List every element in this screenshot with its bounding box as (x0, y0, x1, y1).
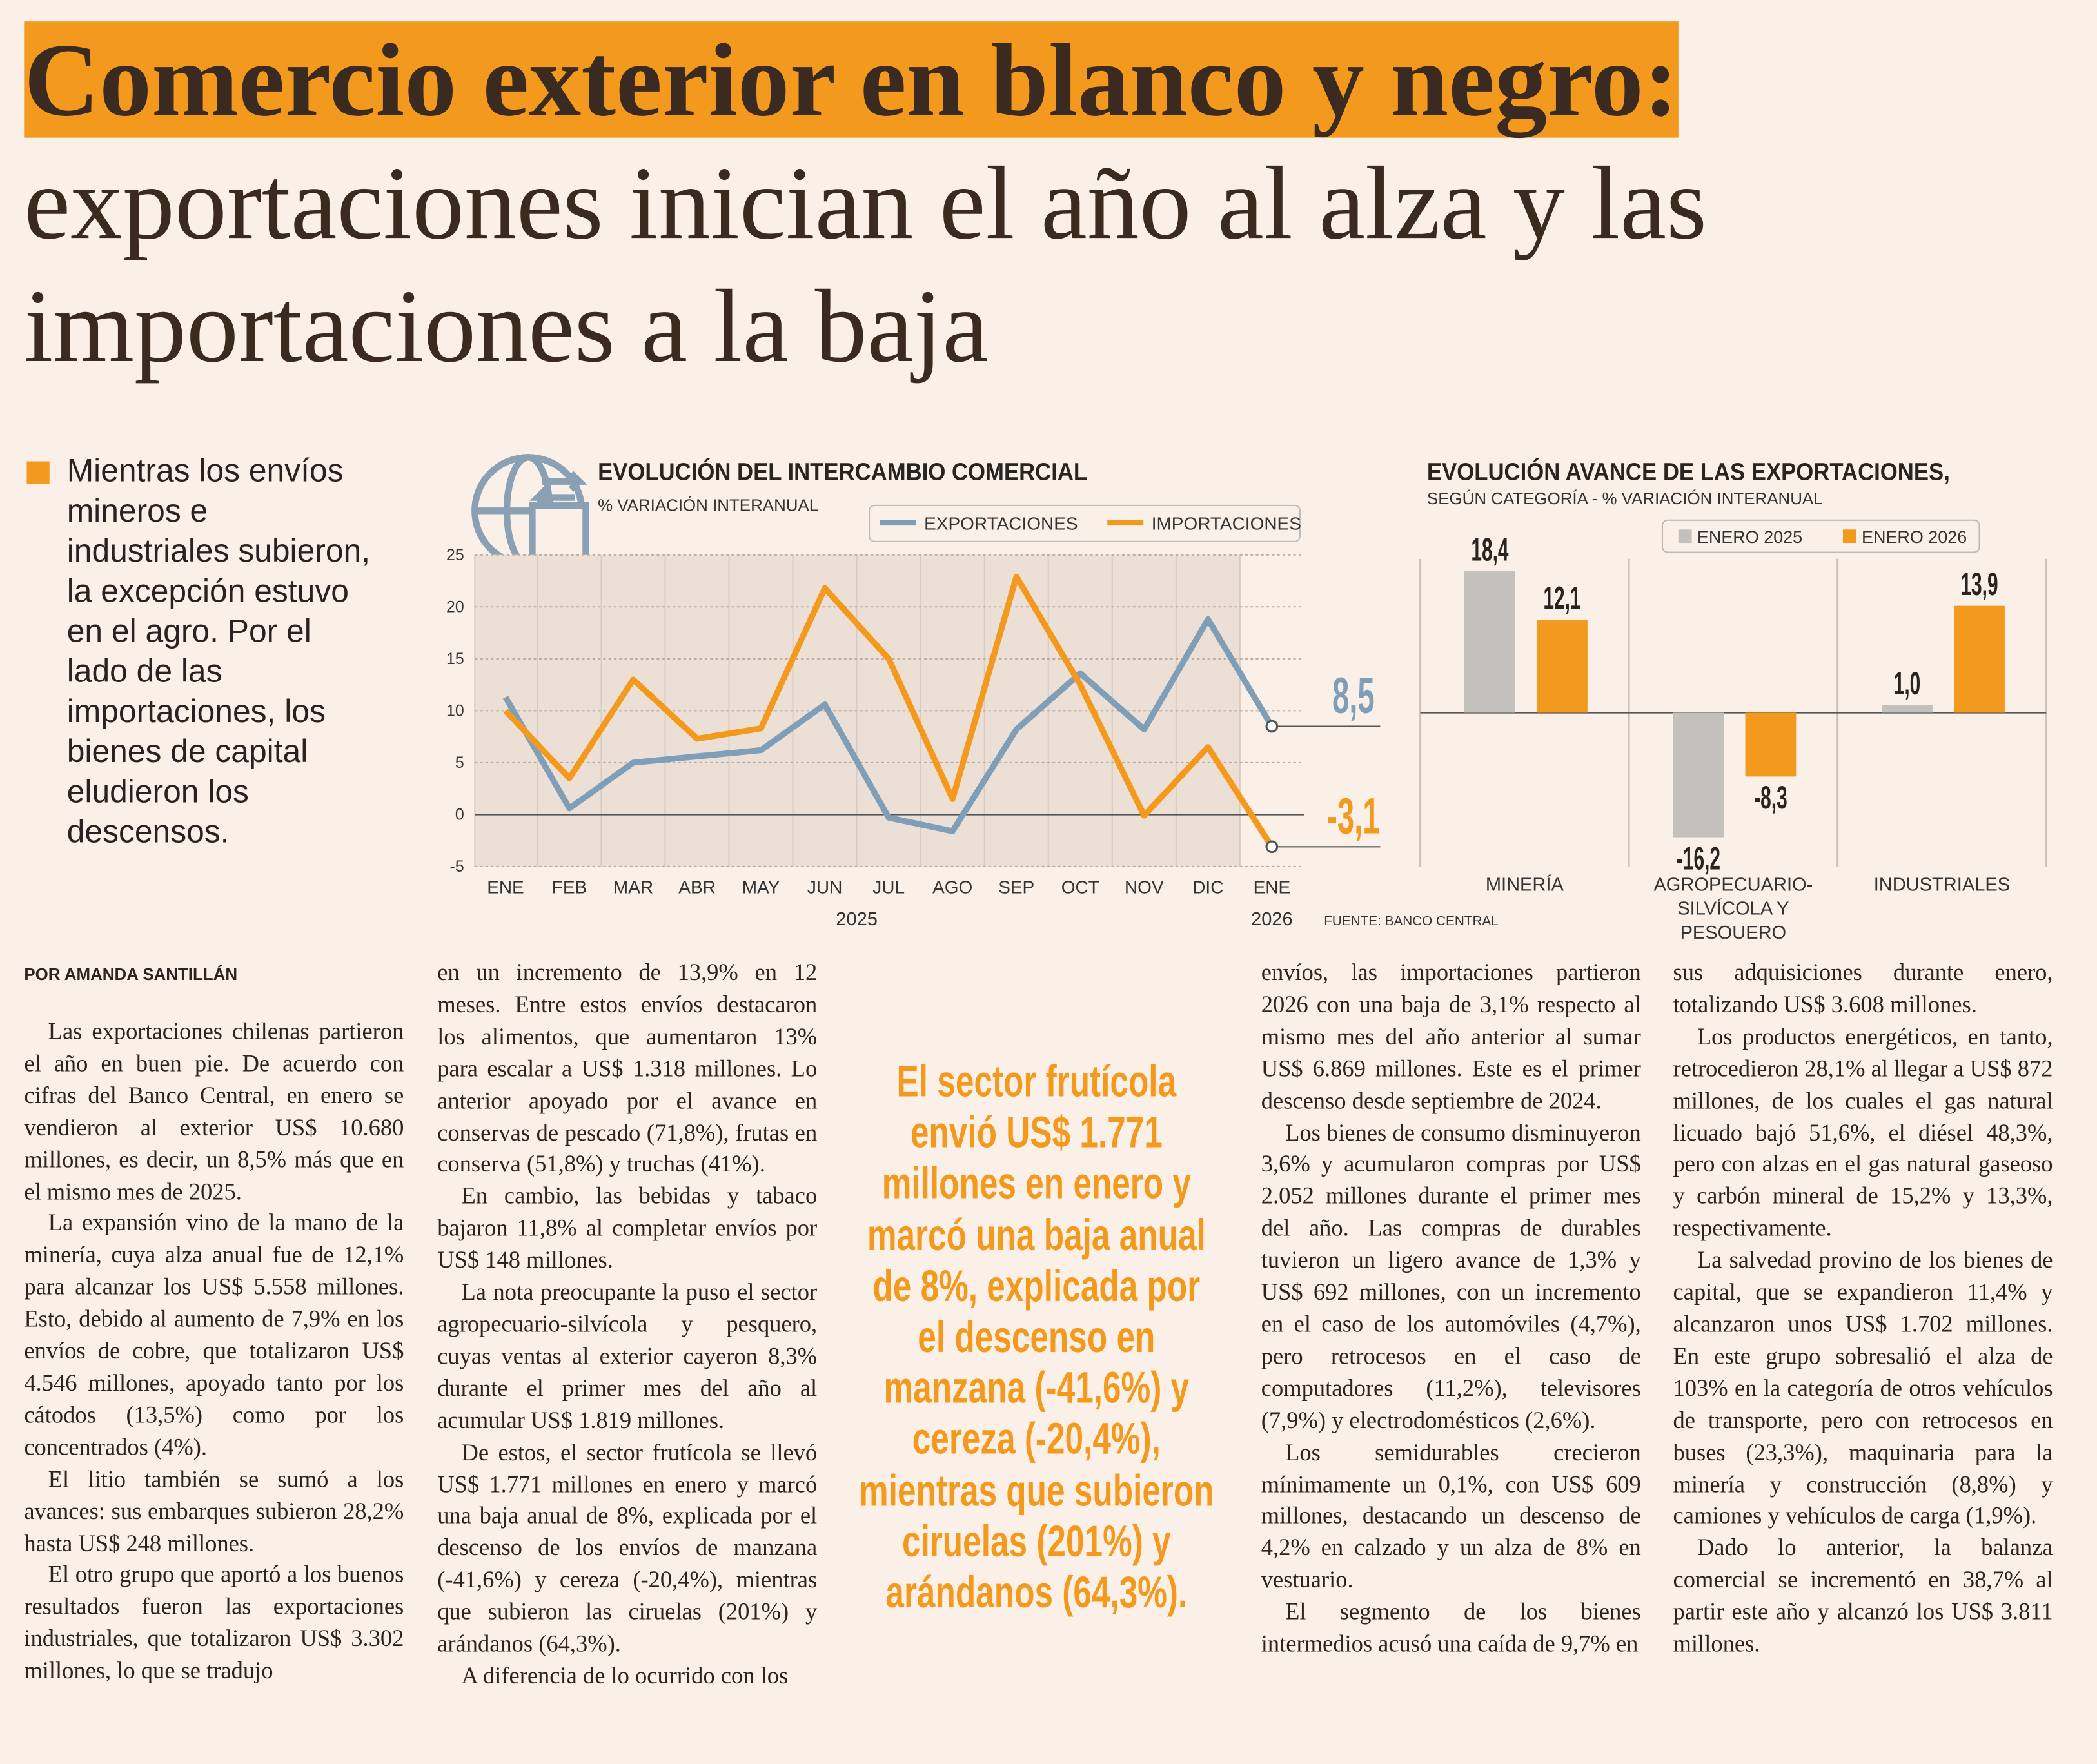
y-tick-label: 20 (446, 598, 464, 616)
paragraph: Dado lo anterior, la balanza comercial s… (1673, 1534, 2053, 1657)
legend-swatch (1678, 529, 1692, 544)
legend-label: IMPORTACIONES (1152, 513, 1301, 533)
x-tick-label: OCT (1061, 877, 1099, 897)
end-value-label: 8,5 (1332, 667, 1375, 724)
lead-bullet (26, 461, 50, 484)
x-tick-label: MAY (742, 877, 780, 897)
x-tick-label: INDUSTRIALES (1873, 873, 2011, 895)
lead: Mientras los envíos mineros e industrial… (66, 453, 371, 851)
article-column: Las exportaciones chilenas partieron el … (24, 1016, 404, 1687)
x-tick-label: ENE (487, 877, 524, 897)
globe-icon (471, 454, 589, 571)
source: FUENTE: BANCO CENTRAL (1324, 914, 1499, 928)
x-tick-label: AGROPECUARIO-SILVÍCOLA Y PESQUERO (1653, 873, 1813, 939)
legend-label: EXPORTACIONES (924, 513, 1078, 533)
legend-box (869, 504, 1301, 542)
category-label-box: MINERÍA (1485, 873, 1564, 895)
paragraph: El litio también se sumó a los avances: … (24, 1465, 404, 1556)
y-tick-label: 10 (446, 702, 464, 720)
x-tick-label: NOV (1125, 877, 1164, 897)
paragraph: En cambio, las bebidas y tabaco bajaron … (437, 1182, 818, 1273)
headline-rest: exportaciones inician el año al alza y l… (24, 144, 1708, 384)
x-tick-label: FEB (552, 877, 587, 897)
paragraph: El otro grupo que aportó a los buenos re… (24, 1561, 404, 1684)
bar (1882, 705, 1933, 713)
x-tick-label: DIC (1192, 877, 1223, 897)
article-column: en un incremento de 13,9% en 12 meses. E… (437, 957, 817, 1692)
value-label: 1,0 (1894, 665, 1921, 701)
chart-subtitle: SEGÚN CATEGORÍA - % VARIACIÓN INTERANUAL (1427, 489, 1823, 508)
legend-swatch (1842, 529, 1856, 544)
chart-title: EVOLUCIÓN DEL INTERCAMBIO COMERCIAL (598, 458, 1087, 486)
article-column: envíos, las importaciones partieron 2026… (1261, 957, 1641, 1661)
paragraph: Los semidurables crecieron mínimamente u… (1261, 1438, 1641, 1593)
series-line (502, 616, 1275, 834)
x-tick-label: JUL (872, 877, 905, 897)
x-tick-label: MAR (613, 877, 653, 897)
x-tick-label: MINERÍA (1485, 873, 1564, 895)
y-tick-label: 5 (455, 754, 464, 772)
paragraph: La nota preocupante la puso el sector ag… (437, 1278, 818, 1433)
end-point (1265, 840, 1279, 854)
paragraph: La salvedad provino de los bienes de cap… (1673, 1246, 2053, 1529)
year-label: 2026 (1251, 909, 1293, 930)
category-label-box: AGROPECUARIO-SILVÍCOLA Y PESQUERO (1653, 873, 1813, 939)
bar (1464, 571, 1515, 713)
paragraph: Las exportaciones chilenas partieron el … (24, 1017, 404, 1204)
value-label: -8,3 (1754, 779, 1787, 816)
end-point (1265, 720, 1279, 733)
chart-subtitle: % VARIACIÓN INTERANUAL (598, 496, 818, 514)
x-tick-label: ENE (1254, 877, 1291, 897)
x-tick-label: ABR (678, 877, 716, 897)
end-value-label: -3,1 (1327, 787, 1379, 845)
value-label: 12,1 (1543, 580, 1580, 616)
byline: POR AMANDA SANTILLÁN (24, 965, 238, 985)
article-column: sus adquisiciones durante enero, totaliz… (1673, 957, 2053, 1661)
bar (1673, 712, 1724, 838)
year-label: 2025 (836, 909, 878, 930)
charts: EVOLUCIÓN DEL INTERCAMBIO COMERCIAL % VA… (446, 454, 2047, 939)
paragraph: La expansión vino de la mano de la miner… (24, 1209, 404, 1460)
legend-label: ENERO 2025 (1697, 527, 1802, 547)
paragraph: Los productos energéticos, en tanto, ret… (1673, 1023, 2053, 1242)
category-label-box: INDUSTRIALES (1873, 873, 2011, 895)
value-label: -16,2 (1677, 841, 1720, 877)
paragraph: Los bienes de consumo disminuyeron 3,6% … (1261, 1118, 1641, 1433)
bar (1537, 620, 1588, 713)
series-line (503, 573, 1275, 848)
headline-highlight: Comercio exterior en blanco y negro: (24, 21, 1679, 138)
paragraph: A diferencia de lo ocurrido con los (461, 1661, 789, 1689)
value-label: 18,4 (1471, 532, 1508, 568)
y-tick-label: -5 (450, 858, 464, 876)
paragraph: en un incremento de 13,9% en 12 meses. E… (437, 959, 818, 1178)
x-tick-label: JUN (807, 877, 842, 897)
x-tick-label: AGO (932, 877, 972, 897)
paragraph: El segmento de los bienes intermedios ac… (1261, 1598, 1641, 1657)
y-tick-label: 15 (446, 650, 464, 668)
legend-label: ENERO 2026 (1862, 527, 1967, 547)
paragraph: De estos, el sector frutícola se llevó U… (437, 1438, 818, 1657)
pull-quote: El sector frutícola envió US$ 1.771 mill… (859, 1056, 1214, 1617)
y-tick-label: 25 (446, 546, 464, 564)
bar (1745, 712, 1797, 777)
chart-title: EVOLUCIÓN AVANCE DE LAS EXPORTACIONES, (1427, 458, 1950, 486)
y-tick-label: 0 (455, 806, 464, 824)
headline: Comercio exterior en blanco y negro: exp… (24, 19, 1736, 387)
legend-box (1661, 519, 1980, 553)
x-tick-label: SEP (998, 877, 1034, 897)
paragraph: sus adquisiciones durante enero, totaliz… (1673, 959, 2053, 1018)
paragraph: envíos, las importaciones partieron 2026… (1261, 959, 1641, 1113)
value-label: 13,9 (1960, 566, 1998, 602)
bar (1954, 605, 2005, 713)
